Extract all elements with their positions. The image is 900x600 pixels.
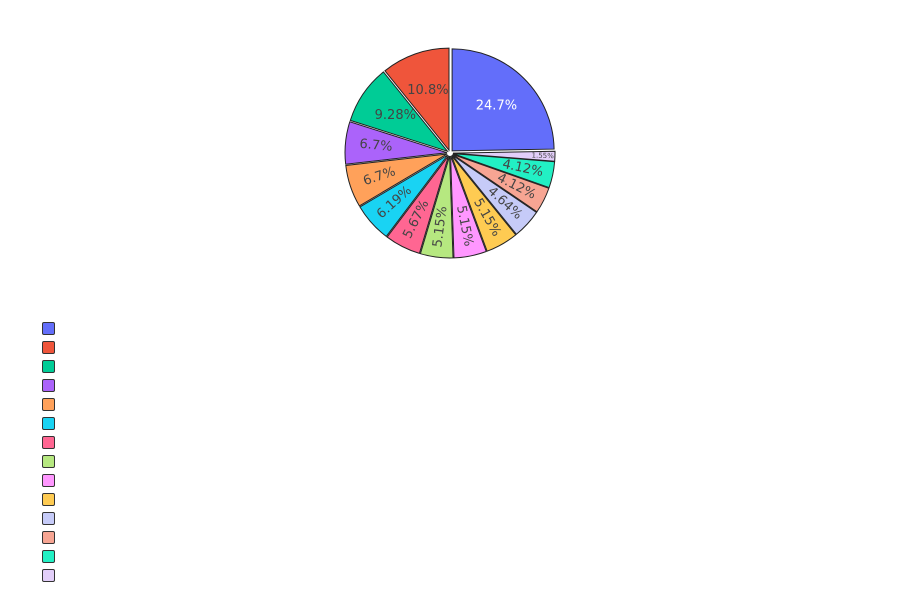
pie-slice — [452, 153, 556, 189]
pie-slice — [451, 155, 517, 252]
legend-swatch[interactable] — [42, 550, 55, 563]
slice-label: 1.55% — [531, 152, 554, 161]
slice-label: 9.28% — [375, 108, 416, 123]
pie-slice — [450, 155, 487, 259]
legend-swatch[interactable] — [42, 417, 55, 430]
legend-swatch[interactable] — [42, 322, 55, 335]
legend-swatch[interactable] — [42, 379, 55, 392]
pie-slice — [384, 47, 450, 152]
slice-label: 6.7% — [359, 137, 393, 155]
pie-slice — [419, 155, 454, 259]
pie-slice — [344, 121, 448, 165]
pie-slice — [349, 71, 449, 153]
legend-swatch[interactable] — [42, 341, 55, 354]
legend-swatch[interactable] — [42, 493, 55, 506]
legend-swatch[interactable] — [42, 569, 55, 582]
pie-slice — [452, 153, 550, 213]
legend-swatch[interactable] — [42, 360, 55, 373]
slice-label: 5.15% — [430, 205, 450, 248]
pie-slice — [452, 150, 556, 162]
pie-slice — [451, 154, 538, 235]
legend-swatch[interactable] — [42, 398, 55, 411]
pie-slice — [345, 153, 448, 207]
legend-swatch[interactable] — [42, 436, 55, 449]
legend-swatch[interactable] — [42, 531, 55, 544]
slice-label: 10.8% — [407, 83, 448, 98]
pie-slice — [386, 155, 450, 255]
pie-slices — [344, 47, 556, 259]
legend-swatch[interactable] — [42, 474, 55, 487]
pie-slice — [451, 48, 555, 152]
legend-swatch[interactable] — [42, 455, 55, 468]
legend-swatch[interactable] — [42, 512, 55, 525]
pie-slice — [359, 154, 449, 238]
legend — [42, 322, 55, 582]
slice-label: 24.7% — [476, 98, 517, 113]
